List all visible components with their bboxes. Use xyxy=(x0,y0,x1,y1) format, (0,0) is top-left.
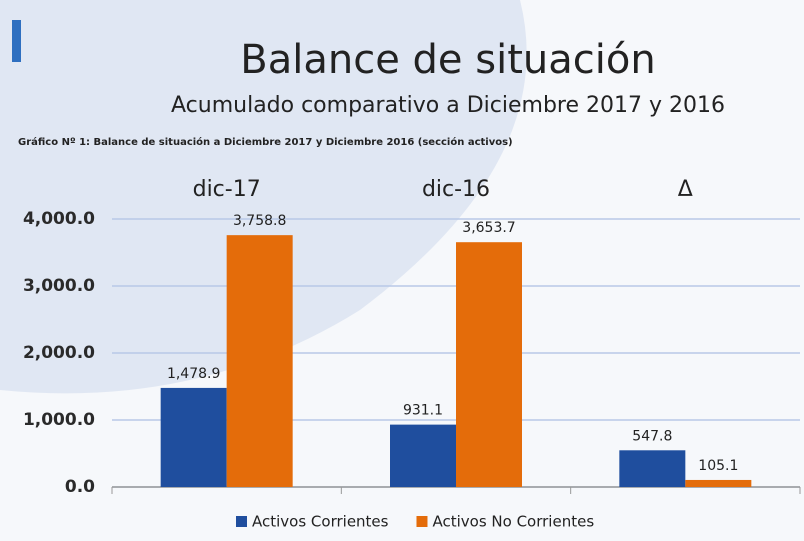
legend-swatch xyxy=(416,516,428,527)
data-label: 547.8 xyxy=(632,428,672,444)
category-label: Δ xyxy=(678,177,693,202)
chart-caption: Gráfico Nº 1: Balance de situación a Dic… xyxy=(18,136,513,148)
y-tick-label: 1,000.0 xyxy=(23,410,95,430)
bar xyxy=(456,242,522,487)
legend-swatch xyxy=(236,516,247,527)
y-tick-label: 0.0 xyxy=(65,477,95,497)
legend-label: Activos Corrientes xyxy=(252,513,389,531)
bar xyxy=(160,387,227,487)
data-label: 3,758.8 xyxy=(233,213,286,229)
category-label: dic-16 xyxy=(422,177,490,202)
accent-bar xyxy=(12,20,21,62)
decor-shape xyxy=(0,0,527,394)
chart-subtitle: Acumulado comparativo a Diciembre 2017 y… xyxy=(171,93,725,118)
legend-label: Activos No Corrientes xyxy=(432,513,594,531)
bar xyxy=(226,235,293,487)
bar xyxy=(685,479,752,487)
data-label: 931.1 xyxy=(403,403,443,419)
bar xyxy=(390,424,456,487)
chart-title: Balance de situación xyxy=(240,37,655,83)
data-label: 105.1 xyxy=(698,458,738,474)
category-label: dic-17 xyxy=(193,177,261,202)
y-tick-label: 4,000.0 xyxy=(23,209,95,229)
y-tick-label: 3,000.0 xyxy=(23,276,95,296)
data-label: 3,653.7 xyxy=(462,220,515,236)
data-label: 1,478.9 xyxy=(167,366,220,382)
y-tick-label: 2,000.0 xyxy=(23,343,95,363)
bar xyxy=(619,450,686,487)
